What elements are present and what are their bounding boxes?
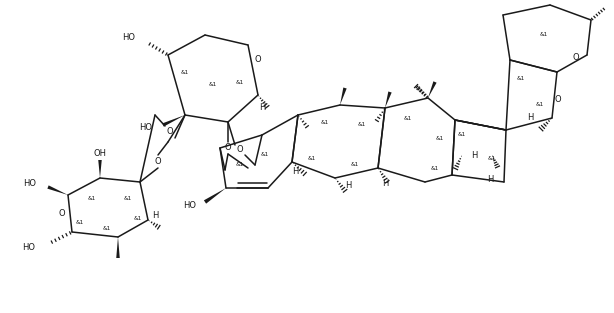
Text: &1: &1 <box>458 132 466 137</box>
Text: HO: HO <box>122 33 135 42</box>
Text: &1: &1 <box>321 120 329 125</box>
Polygon shape <box>98 160 102 178</box>
Text: H: H <box>471 151 477 160</box>
Text: O: O <box>573 54 580 63</box>
Text: HO: HO <box>22 244 35 253</box>
Text: HO: HO <box>23 179 36 188</box>
Polygon shape <box>428 81 437 98</box>
Polygon shape <box>340 88 347 105</box>
Polygon shape <box>116 237 120 258</box>
Text: &1: &1 <box>351 162 359 167</box>
Polygon shape <box>162 115 185 126</box>
Text: HO: HO <box>183 201 196 209</box>
Text: &1: &1 <box>261 152 269 157</box>
Text: &1: &1 <box>431 166 439 171</box>
Text: O: O <box>155 157 161 167</box>
Text: H: H <box>292 167 298 177</box>
Text: &1: &1 <box>236 162 244 167</box>
Text: H: H <box>345 181 351 189</box>
Text: HO: HO <box>139 124 152 132</box>
Text: H: H <box>152 211 158 219</box>
Text: &1: &1 <box>209 83 217 88</box>
Text: &1: &1 <box>404 115 412 121</box>
Text: O: O <box>166 127 173 136</box>
Text: &1: &1 <box>517 75 525 80</box>
Text: H: H <box>259 102 265 111</box>
Text: &1: &1 <box>181 69 189 74</box>
Polygon shape <box>385 91 392 108</box>
Text: &1: &1 <box>540 33 548 38</box>
Text: O: O <box>225 143 231 152</box>
Text: O: O <box>236 146 243 155</box>
Text: &1: &1 <box>103 225 111 230</box>
Text: OH: OH <box>93 148 106 157</box>
Text: H: H <box>382 178 388 187</box>
Text: &1: &1 <box>358 122 366 127</box>
Text: &1: &1 <box>76 219 84 224</box>
Text: O: O <box>255 55 262 64</box>
Text: H: H <box>487 176 493 184</box>
Polygon shape <box>204 188 226 204</box>
Text: &1: &1 <box>536 102 544 107</box>
Text: &1: &1 <box>488 156 496 161</box>
Polygon shape <box>47 185 68 195</box>
Text: &1: &1 <box>88 196 96 201</box>
Text: &1: &1 <box>134 215 142 220</box>
Text: &1: &1 <box>236 80 244 85</box>
Text: O: O <box>59 208 65 218</box>
Text: O: O <box>554 95 561 105</box>
Text: &1: &1 <box>308 156 316 161</box>
Text: &1: &1 <box>436 136 444 141</box>
Text: H: H <box>527 114 533 122</box>
Text: &1: &1 <box>124 196 132 201</box>
